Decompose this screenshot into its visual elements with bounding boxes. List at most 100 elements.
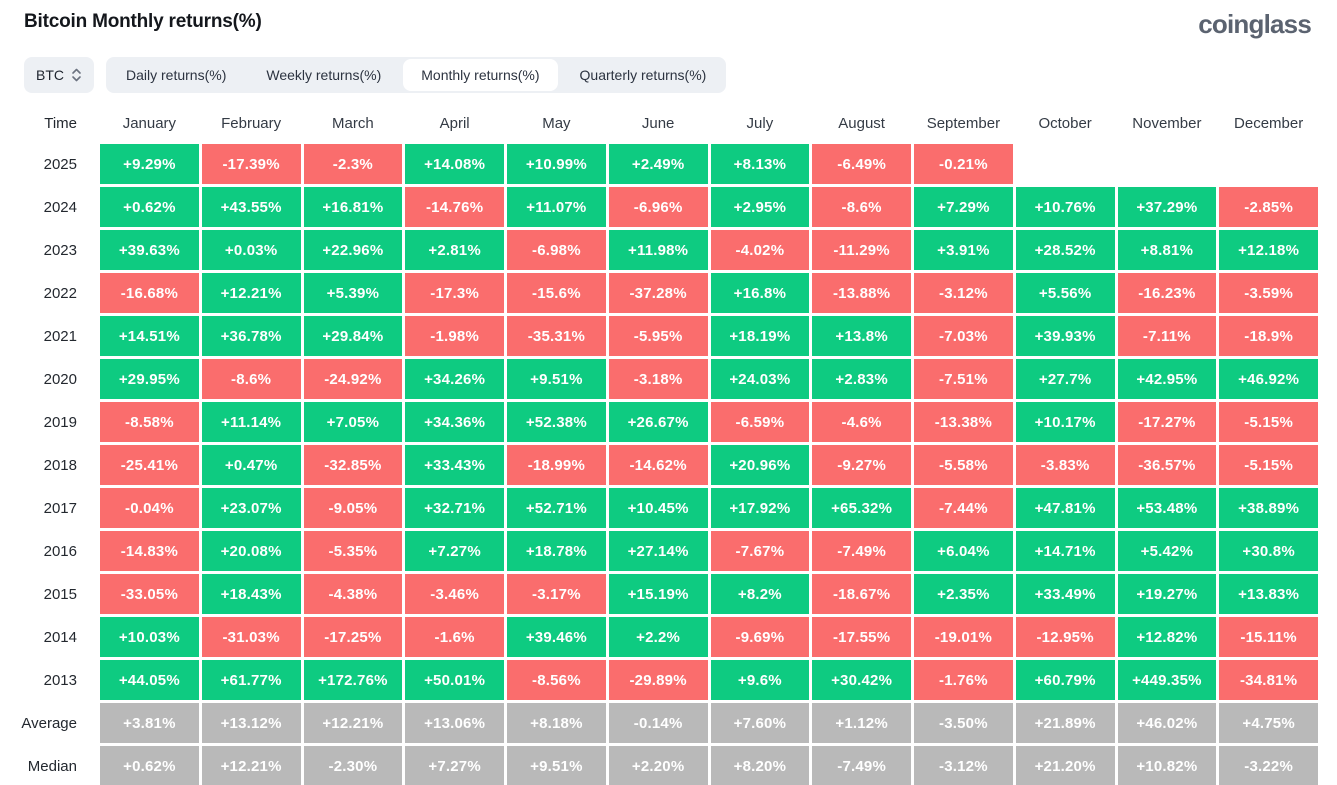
row-label-2017: 2017 xyxy=(43,499,77,517)
return-cell: -6.98% xyxy=(507,230,606,270)
return-cell: -3.50% xyxy=(914,703,1013,743)
return-cell: -13.38% xyxy=(914,402,1013,442)
row-label-2020: 2020 xyxy=(43,370,77,388)
return-cell: -15.6% xyxy=(507,273,606,313)
return-cell: +39.63% xyxy=(100,230,199,270)
return-cell: +26.67% xyxy=(608,402,708,442)
return-cell: +5.56% xyxy=(1015,273,1115,313)
return-cell: -34.81% xyxy=(1219,660,1318,700)
return-cell: -17.55% xyxy=(812,617,911,657)
return-cell xyxy=(1016,144,1115,184)
return-cell: +21.89% xyxy=(1015,703,1115,743)
return-cell: -8.6% xyxy=(201,359,301,399)
return-cell: +46.02% xyxy=(1117,703,1217,743)
return-cell: +11.14% xyxy=(201,402,301,442)
return-cell: -7.51% xyxy=(914,359,1013,399)
return-cell: -35.31% xyxy=(507,316,606,356)
return-cell: +2.95% xyxy=(710,187,810,227)
return-cell: -17.3% xyxy=(405,273,504,313)
return-cell: -16.23% xyxy=(1117,273,1217,313)
tab-quarterly[interactable]: Quarterly returns(%) xyxy=(579,67,707,83)
return-cell: -32.85% xyxy=(303,445,403,485)
column-header-january: January xyxy=(122,114,177,132)
return-cell: +12.21% xyxy=(201,746,301,785)
return-cell: -29.89% xyxy=(608,660,708,700)
column-header-july: July xyxy=(746,114,774,132)
returns-tab-bar: Daily returns(%) Weekly returns(%) Monthly… xyxy=(106,57,727,93)
return-cell: +52.71% xyxy=(507,488,606,528)
column-header-february: February xyxy=(221,114,282,132)
tab-weekly[interactable]: Weekly returns(%) xyxy=(266,67,382,83)
chevron-up-down-icon xyxy=(71,67,82,83)
coinglass-logo: coinglass xyxy=(1198,9,1312,39)
return-cell: +13.06% xyxy=(405,703,504,743)
monthly-returns-table: Time January February March April May June July… xyxy=(0,105,1318,785)
return-cell: +12.21% xyxy=(201,273,301,313)
return-cell: +0.62% xyxy=(100,187,199,227)
return-cell: -7.11% xyxy=(1117,316,1217,356)
return-cell: +21.20% xyxy=(1015,746,1115,785)
return-cell: +7.05% xyxy=(303,402,403,442)
return-cell: -3.17% xyxy=(507,574,606,614)
topbar: Bitcoin Monthly returns(%) coinglass xyxy=(0,0,1337,40)
return-cell: +16.81% xyxy=(303,187,403,227)
return-cell: -9.27% xyxy=(812,445,911,485)
return-cell: -31.03% xyxy=(201,617,301,657)
symbol-select[interactable]: BTC xyxy=(24,57,94,93)
return-cell: -5.35% xyxy=(303,531,403,571)
return-cell: -15.11% xyxy=(1219,617,1318,657)
return-cell: -2.85% xyxy=(1219,187,1318,227)
return-cell: +2.35% xyxy=(914,574,1013,614)
return-cell: -7.44% xyxy=(914,488,1013,528)
return-cell xyxy=(1219,144,1318,184)
return-cell: -8.6% xyxy=(812,187,911,227)
return-cell: +12.21% xyxy=(303,703,403,743)
return-cell: -2.30% xyxy=(303,746,403,785)
return-cell: +43.55% xyxy=(201,187,301,227)
return-cell: -4.02% xyxy=(710,230,810,270)
return-cell: +10.03% xyxy=(100,617,199,657)
return-cell: +18.19% xyxy=(710,316,810,356)
return-cell: -17.39% xyxy=(201,144,301,184)
return-cell: -7.49% xyxy=(812,531,911,571)
tab-daily[interactable]: Daily returns(%) xyxy=(126,67,227,83)
return-cell: -14.83% xyxy=(100,531,199,571)
column-header-may: May xyxy=(542,114,571,132)
return-cell: +5.42% xyxy=(1117,531,1217,571)
return-cell: +13.8% xyxy=(812,316,911,356)
return-cell: +44.05% xyxy=(100,660,199,700)
return-cell: -18.67% xyxy=(812,574,911,614)
return-cell: +13.12% xyxy=(201,703,301,743)
return-cell: +33.43% xyxy=(405,445,504,485)
tab-monthly[interactable]: Monthly returns(%) xyxy=(403,59,558,91)
return-cell: +10.76% xyxy=(1015,187,1115,227)
return-cell: +15.19% xyxy=(608,574,708,614)
return-cell: -9.69% xyxy=(710,617,810,657)
return-cell: +61.77% xyxy=(201,660,301,700)
return-cell: +30.42% xyxy=(812,660,911,700)
return-cell: -13.88% xyxy=(812,273,911,313)
return-cell: -3.83% xyxy=(1015,445,1115,485)
return-cell: +2.2% xyxy=(608,617,708,657)
row-label-2024: 2024 xyxy=(43,198,77,216)
return-cell: -18.9% xyxy=(1219,316,1318,356)
page-title: Bitcoin Monthly returns(%) xyxy=(24,11,262,32)
return-cell: -3.59% xyxy=(1219,273,1318,313)
return-cell: +19.27% xyxy=(1117,574,1217,614)
return-cell: +449.35% xyxy=(1117,660,1217,700)
return-cell: -5.95% xyxy=(608,316,708,356)
return-cell: -3.46% xyxy=(405,574,504,614)
return-cell: +16.8% xyxy=(710,273,810,313)
return-cell: -25.41% xyxy=(100,445,199,485)
return-cell: +8.81% xyxy=(1117,230,1217,270)
return-cell: +9.29% xyxy=(100,144,199,184)
return-cell: +50.01% xyxy=(405,660,504,700)
return-cell: +9.51% xyxy=(507,359,606,399)
return-cell: +12.18% xyxy=(1219,230,1318,270)
return-cell: -0.04% xyxy=(100,488,199,528)
return-cell: +0.03% xyxy=(201,230,301,270)
return-cell: +20.08% xyxy=(201,531,301,571)
row-label-2013: 2013 xyxy=(43,671,77,689)
return-cell: -7.03% xyxy=(914,316,1013,356)
return-cell: -5.58% xyxy=(914,445,1013,485)
